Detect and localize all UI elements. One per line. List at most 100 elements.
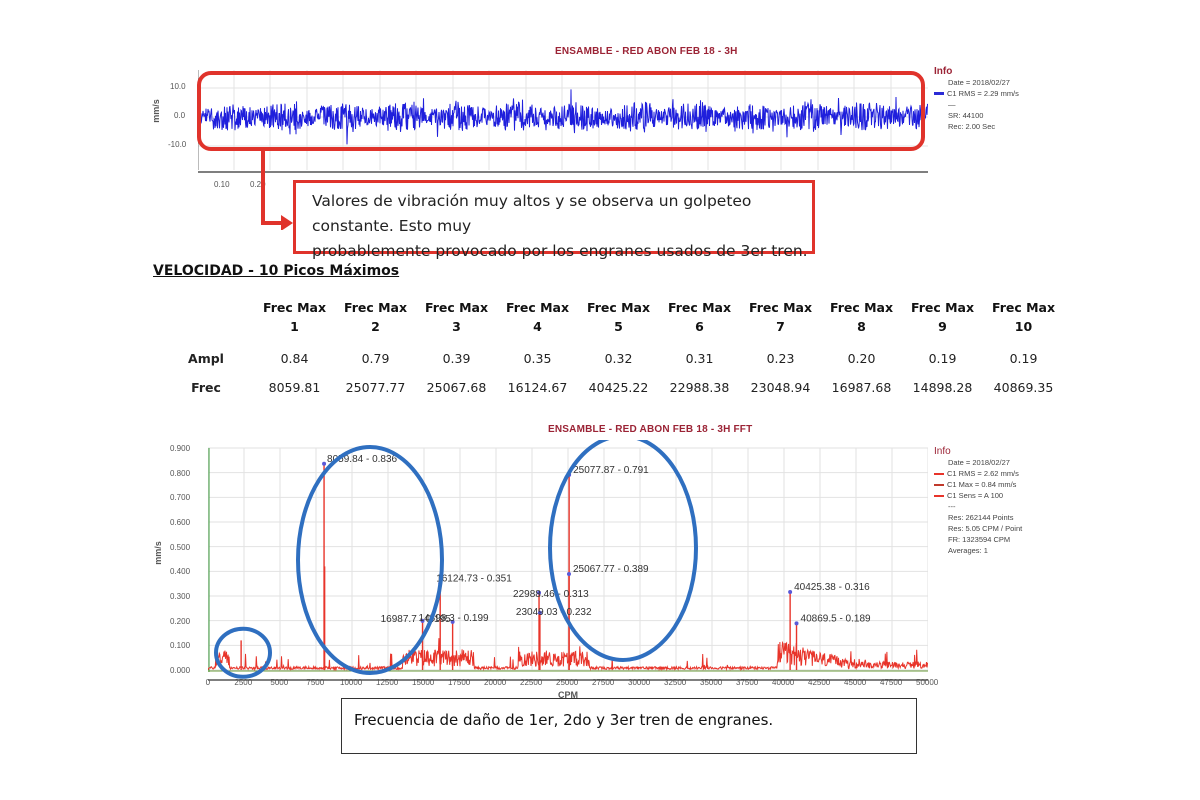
red-series-swatch-icon [934, 472, 944, 475]
svg-text:25067.77 - 0.389: 25067.77 - 0.389 [573, 564, 649, 575]
row-label: Ampl [188, 351, 224, 366]
fft-xtick: 10000 [340, 678, 363, 687]
ampl-cell: 0.31 [685, 351, 714, 366]
peak-col-header: Frec Max 9 [910, 300, 975, 334]
peak-col-header: Frec Max 7 [748, 300, 813, 334]
frec-cell: 8059.81 [268, 380, 321, 395]
frec-cell: 23048.94 [750, 380, 811, 395]
frec-cell: 40869.35 [993, 380, 1054, 395]
svg-text:22988.46 - 0.313: 22988.46 - 0.313 [513, 589, 589, 600]
fft-info-date: Date = 2018/02/27 [948, 458, 1010, 467]
fft-title: ENSAMBLE - RED ABON FEB 18 - 3H FFT [548, 424, 753, 435]
fft-xtick: 30000 [628, 678, 651, 687]
peaks-section-title: VELOCIDAD - 10 Picos Máximos [153, 263, 400, 279]
waveform-xtick: 0.20 [250, 180, 266, 189]
ampl-cell: 0.35 [523, 351, 552, 366]
fft-xtick: 35000 [700, 678, 723, 687]
fft-ytick: 0.800 [170, 468, 191, 478]
fft-xtick: 20000 [484, 678, 507, 687]
fft-ytick: 0.200 [170, 616, 191, 626]
waveform-ytick-1: 0.0 [174, 111, 186, 120]
fft-info-legend: Info Date = 2018/02/27 C1 RMS = 2.62 mm/… [934, 446, 1054, 556]
fft-xlabel: CPM [558, 690, 578, 700]
frec-cell: 25077.77 [345, 380, 406, 395]
peak-col-header: Frec Max 5 [586, 300, 651, 334]
peak-col-header: Frec Max 2 [343, 300, 408, 334]
row-label: Frec [191, 380, 221, 395]
fft-ytick: 0.400 [170, 567, 191, 577]
waveform-highlight-box [197, 71, 925, 151]
waveform-title: ENSAMBLE - RED ABON FEB 18 - 3H [555, 46, 738, 57]
waveform-chart: ENSAMBLE - RED ABON FEB 18 - 3H mm/s 10.… [150, 40, 1050, 190]
waveform-info-legend: Info Date = 2018/02/27 C1 RMS = 2.29 mm/… [934, 66, 1054, 132]
fft-ytick: 0.600 [170, 518, 191, 527]
fft-xticks: 0 2500 5000 7500 10000 12500 15000 17500 20000 22… [206, 678, 939, 690]
red-series-swatch-icon [934, 494, 944, 497]
fft-xtick: 2500 [234, 678, 253, 687]
fft-xtick: 12500 [376, 678, 399, 687]
ampl-cell: 0.39 [442, 351, 471, 366]
ampl-cell: 0.19 [928, 351, 957, 366]
peak-col-header: Frec Max 10 [991, 300, 1056, 334]
fft-info-sens: C1 Sens = A 100 [934, 490, 1054, 501]
fft-ytick: 0.300 [170, 592, 191, 601]
fft-xtick: 32500 [664, 678, 687, 687]
table-row-frec: Frec 8059.81 25077.77 25067.68 16124.67 … [158, 373, 1064, 402]
fft-xtick: 37500 [736, 678, 759, 687]
fft-info-rms: C1 RMS = 2.62 mm/s [934, 468, 1054, 479]
fft-xtick: 5000 [270, 678, 289, 687]
ampl-cell: 0.84 [280, 351, 309, 366]
waveform-ylabel: mm/s [150, 99, 161, 123]
waveform-info-rec: Rec: 2.00 Sec [948, 122, 996, 131]
svg-text:25077.87 - 0.791: 25077.87 - 0.791 [573, 465, 649, 476]
callout-line-2: probablemente provocado por los engranes… [312, 242, 808, 260]
ampl-cell: 0.23 [766, 351, 795, 366]
table-row-ampl: Ampl 0.84 0.79 0.39 0.35 0.32 0.31 0.23 … [158, 344, 1064, 373]
fft-ytick: 0.500 [170, 542, 191, 552]
frec-cell: 40425.22 [588, 380, 649, 395]
svg-text:8059.84 - 0.836: 8059.84 - 0.836 [327, 454, 397, 465]
fft-info-res-points: Res: 262144 Points [948, 513, 1014, 522]
peak-col-header: Frec Max 8 [829, 300, 894, 334]
fft-ytick: 0.700 [170, 493, 191, 503]
fft-info-res-cpm: Res: 5.05 CPM / Point [948, 524, 1023, 533]
fft-xtick: 27500 [592, 678, 615, 687]
fft-xtick: 22500 [520, 678, 543, 687]
waveform-xticks: 0.10 0.20 [198, 180, 928, 192]
peak-col-header: Frec Max 3 [424, 300, 489, 334]
fft-ytick: 0.900 [170, 444, 191, 453]
waveform-ytick-2: -10.0 [168, 140, 187, 149]
waveform-info-title: Info [934, 66, 953, 77]
svg-text:16987.7 - 0.195: 16987.7 - 0.195 [381, 614, 451, 625]
frec-cell: 25067.68 [426, 380, 487, 395]
blue-series-swatch-icon [934, 92, 944, 95]
fft-xtick: 25000 [556, 678, 579, 687]
frec-cell: 22988.38 [669, 380, 730, 395]
waveform-xtick: 0.10 [214, 180, 230, 189]
fft-yticks: 0.000 0.100 0.200 0.300 0.400 0.500 0.600 0.700… [170, 442, 206, 675]
ampl-cell: 0.19 [1009, 351, 1038, 366]
callout-line-1: Valores de vibración muy altos y se obse… [312, 192, 752, 235]
waveform-info-date: Date = 2018/02/27 [948, 78, 1010, 87]
fft-xtick: 42500 [808, 678, 831, 687]
peak-col-header: Frec Max 4 [505, 300, 570, 334]
ampl-cell: 0.79 [361, 351, 390, 366]
peaks-header-row: Frec Max 1 Frec Max 2 Frec Max 3 Frec Max 4 … [158, 298, 1064, 344]
fft-xtick: 50000 [916, 678, 939, 687]
svg-text:40869.5 - 0.189: 40869.5 - 0.189 [801, 613, 871, 624]
fft-info-averages: Averages: 1 [948, 546, 988, 555]
waveform-plot [198, 70, 928, 173]
frec-cell: 16124.67 [507, 380, 568, 395]
fft-xtick: 15000 [412, 678, 435, 687]
fft-xtick: 17500 [448, 678, 471, 687]
waveform-info-sr: SR: 44100 [948, 111, 984, 120]
frec-cell: 16987.68 [831, 380, 892, 395]
frec-cell: 14898.28 [912, 380, 973, 395]
fft-ylabel: mm/s [152, 541, 163, 565]
peak-col-header: Frec Max 6 [667, 300, 732, 334]
fft-info-title: Info [934, 446, 951, 457]
svg-text:23049.03 - 0.232: 23049.03 - 0.232 [516, 607, 592, 618]
fft-xtick: 40000 [772, 678, 795, 687]
callout-arrow-icon [261, 150, 293, 230]
fft-info-max: C1 Max = 0.84 mm/s [934, 479, 1054, 490]
